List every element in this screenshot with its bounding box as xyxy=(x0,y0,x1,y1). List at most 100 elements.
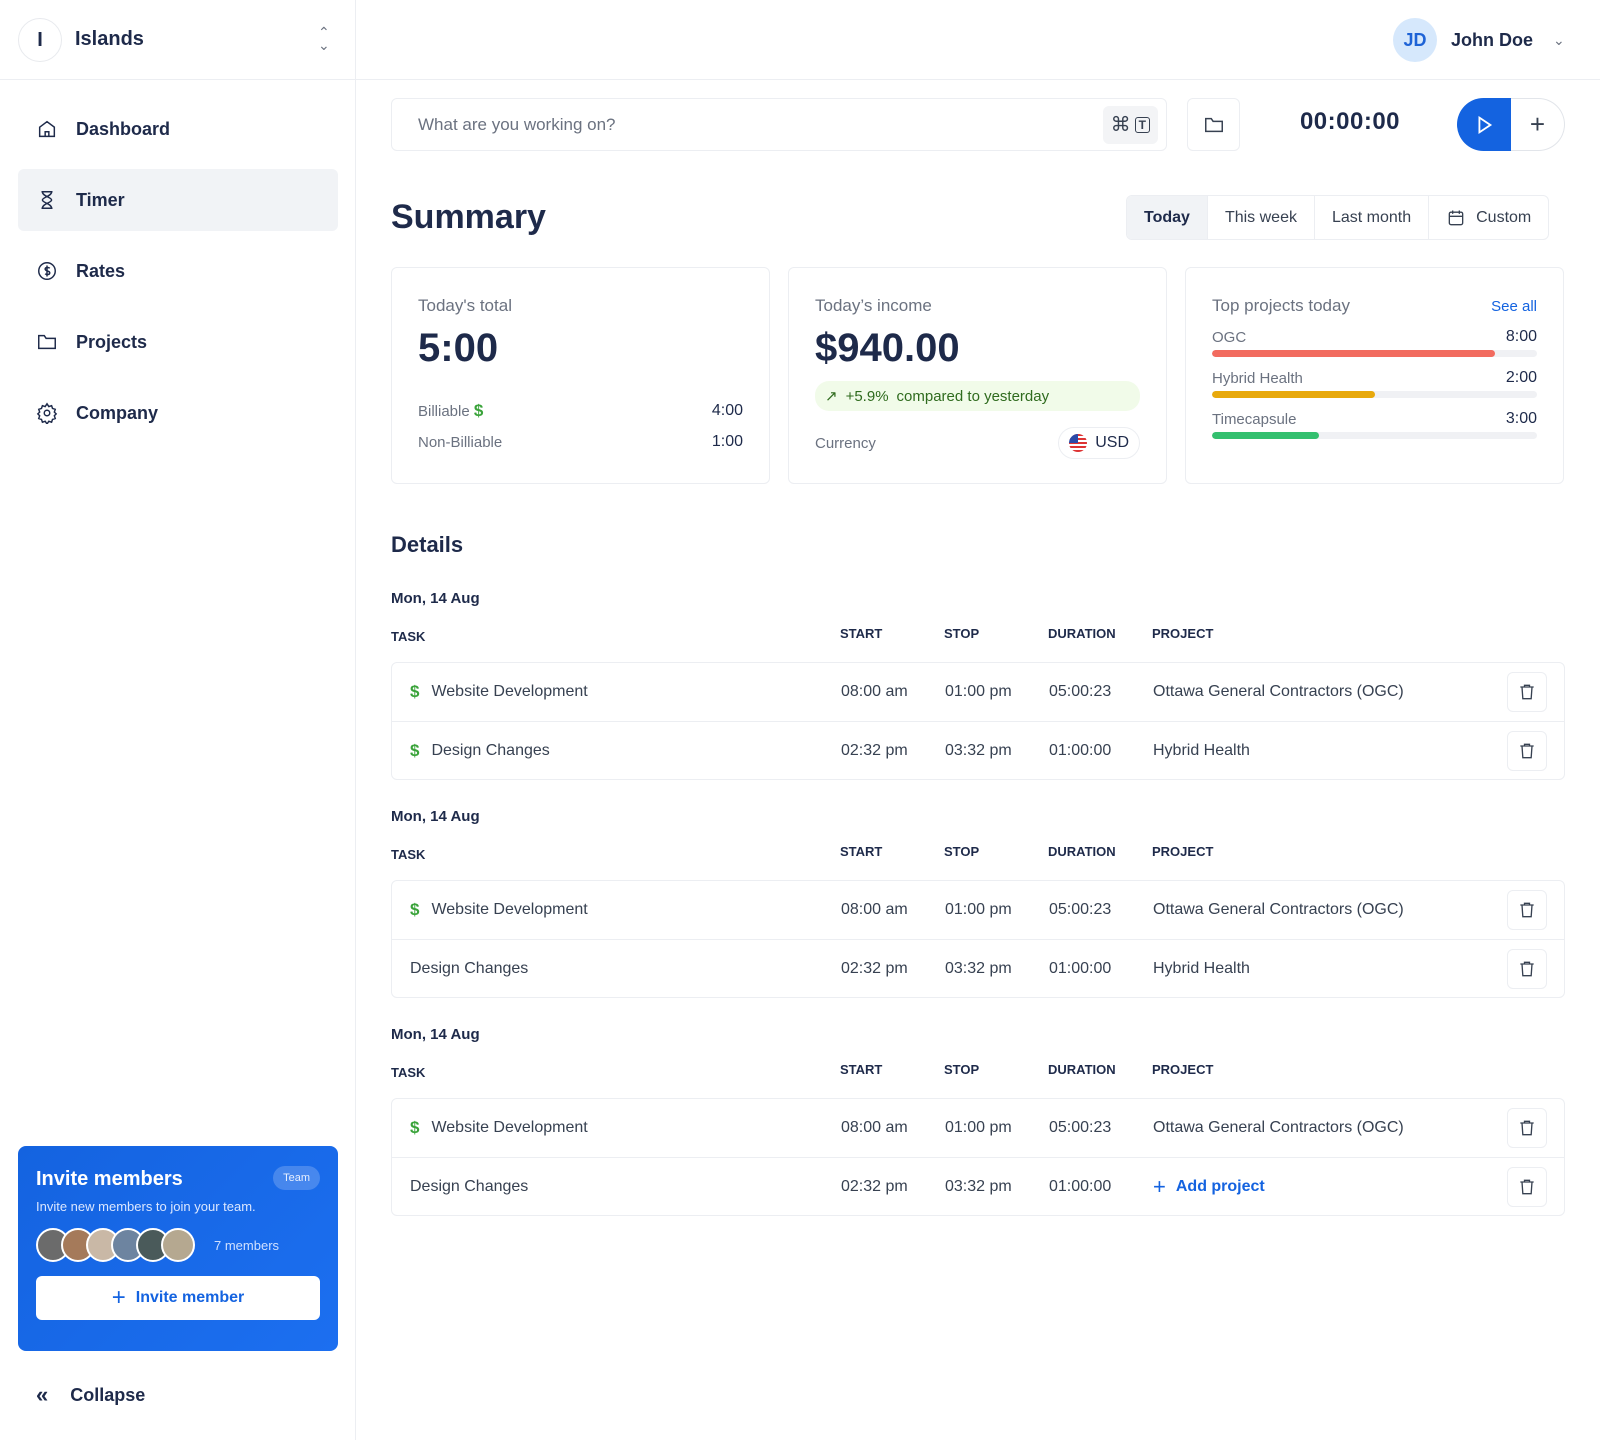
delete-button[interactable] xyxy=(1507,948,1547,989)
avatar xyxy=(161,1228,195,1262)
group-date: Mon, 14 Aug xyxy=(391,590,480,607)
card-label: Today’s income xyxy=(815,296,932,315)
currency-select[interactable]: USD xyxy=(1058,427,1140,459)
entry-group: Mon, 14 Aug TASK START STOP DURATION PROJECT $… xyxy=(391,1026,1565,1216)
header-project: PROJECT xyxy=(1152,1062,1214,1077)
duration: 05:00:23 xyxy=(1049,901,1112,918)
income-trend: ↗ +5.9% compared to yesterday xyxy=(815,381,1140,411)
total-value: 5:00 xyxy=(418,326,499,370)
group-date: Mon, 14 Aug xyxy=(391,808,480,825)
tab-custom[interactable]: Custom xyxy=(1428,196,1548,239)
entries-table: $ Website Development 08:00 am 01:00 pm 05:0… xyxy=(391,662,1565,780)
change-percent: +5.9% xyxy=(845,387,889,405)
start-time: 08:00 am xyxy=(841,1119,908,1136)
date-range-tabs: Today This week Last month Custom xyxy=(1126,195,1550,240)
delete-button[interactable] xyxy=(1507,730,1547,771)
sidebar-item-label: Dashboard xyxy=(76,118,171,139)
team-badge: Team xyxy=(273,1166,320,1190)
t-key-icon: T xyxy=(1134,116,1150,133)
tab-this-week[interactable]: This week xyxy=(1206,196,1314,239)
stop-time: 03:32 pm xyxy=(945,741,1012,759)
workspace-logo[interactable]: I xyxy=(18,18,62,62)
table-row[interactable]: $ Website Development 08:00 am 01:00 pm 05:0… xyxy=(392,663,1564,721)
workspace-name[interactable]: Islands xyxy=(75,28,144,50)
project-name: Hybrid Health xyxy=(1212,369,1303,387)
entry-group: Mon, 14 Aug TASK START STOP DURATION PROJECT $… xyxy=(391,808,1565,998)
start-time: 08:00 am xyxy=(841,683,908,700)
sidebar-item-projects[interactable]: Projects xyxy=(18,311,338,373)
table-row[interactable]: $ Design Changes 02:32 pm 03:32 pm 01:00:00 H… xyxy=(392,721,1564,779)
collapse-button[interactable]: « Collapse xyxy=(36,1382,145,1408)
add-project-button[interactable]: + Add project xyxy=(1153,1174,1507,1200)
add-project-label: Add project xyxy=(1175,1177,1265,1195)
chevron-up-down-icon[interactable]: ⌃ ⌄ xyxy=(318,24,330,53)
project-progress: OGC 8:00 xyxy=(1212,328,1537,357)
delete-button[interactable] xyxy=(1507,1108,1547,1148)
play-icon xyxy=(1478,115,1493,134)
trash-icon xyxy=(1520,1179,1534,1194)
sidebar-item-company[interactable]: Company xyxy=(18,382,338,444)
table-header: TASK START STOP DURATION PROJECT xyxy=(391,626,1565,646)
stop-time: 01:00 pm xyxy=(945,901,1012,918)
see-all-link[interactable]: See all xyxy=(1491,297,1537,315)
duration: 05:00:23 xyxy=(1049,1119,1112,1136)
project-name: Ottawa General Contractors (OGC) xyxy=(1153,901,1404,918)
table-row[interactable]: $ Website Development 08:00 am 01:00 pm 05:0… xyxy=(392,1099,1564,1157)
currency-label: Currency xyxy=(815,434,876,452)
delete-button[interactable] xyxy=(1507,1166,1547,1207)
delete-button[interactable] xyxy=(1507,890,1547,930)
plus-icon: + xyxy=(1153,1173,1166,1199)
progress-bar xyxy=(1212,432,1537,439)
timer-display: 00:00:00 xyxy=(1299,108,1401,135)
start-timer-button[interactable] xyxy=(1457,98,1511,151)
trash-icon xyxy=(1520,1120,1534,1136)
trash-icon xyxy=(1520,743,1534,758)
task-name: Website Development xyxy=(431,901,588,918)
task-name: Website Development xyxy=(431,1119,588,1136)
project-progress: Hybrid Health 2:00 xyxy=(1212,369,1537,398)
sidebar-item-label: Rates xyxy=(76,260,126,281)
sidebar-item-label: Projects xyxy=(76,331,148,352)
todays-total-card: Today's total 5:00 Billiable $4:00 Non-B… xyxy=(391,267,770,484)
header-task: TASK xyxy=(391,1064,426,1080)
start-time: 02:32 pm xyxy=(841,959,908,977)
header-task: TASK xyxy=(391,846,426,862)
delete-button[interactable] xyxy=(1507,672,1547,712)
stop-time: 03:32 pm xyxy=(945,1177,1012,1195)
table-header: TASK START STOP DURATION PROJECT xyxy=(391,1062,1565,1082)
sidebar-item-dashboard[interactable]: Dashboard xyxy=(18,98,338,160)
stop-time: 03:32 pm xyxy=(945,959,1012,977)
project-select-button[interactable] xyxy=(1187,98,1240,151)
folder-icon xyxy=(38,334,56,350)
invite-member-button[interactable]: + Invite member xyxy=(36,1276,320,1320)
table-row[interactable]: $ Website Development 08:00 am 01:00 pm 05:0… xyxy=(392,881,1564,939)
avatar: JD xyxy=(1393,18,1437,62)
table-row[interactable]: Design Changes 02:32 pm 03:32 pm 01:00:00 + A… xyxy=(392,1157,1564,1215)
shortcut-hint: ⌘ T xyxy=(1102,105,1158,144)
billable-dollar-icon: $ xyxy=(410,682,420,701)
header-duration: DURATION xyxy=(1048,1062,1116,1077)
trash-icon xyxy=(1520,684,1534,700)
table-row[interactable]: Design Changes 02:32 pm 03:32 pm 01:00:00 Hy… xyxy=(392,939,1564,997)
tab-today[interactable]: Today xyxy=(1127,196,1207,239)
sidebar-item-label: Timer xyxy=(76,189,125,210)
plus-icon: + xyxy=(1529,109,1546,139)
tab-last-month[interactable]: Last month xyxy=(1313,196,1428,239)
sidebar-item-label: Company xyxy=(76,402,159,423)
project-name: Hybrid Health xyxy=(1153,959,1250,977)
task-name: Design Changes xyxy=(410,1177,529,1195)
billable-value: 4:00 xyxy=(711,402,743,419)
user-menu[interactable]: JD John Doe ⌄ xyxy=(1393,18,1565,62)
sidebar-item-timer[interactable]: Timer xyxy=(18,169,338,231)
start-time: 02:32 pm xyxy=(841,741,908,759)
duration: 01:00:00 xyxy=(1049,1177,1112,1195)
task-input-container: ⌘T xyxy=(391,98,1167,151)
add-entry-button[interactable]: + xyxy=(1511,98,1565,151)
task-input[interactable] xyxy=(418,114,1103,135)
user-name: John Doe xyxy=(1451,29,1534,50)
header-stop: STOP xyxy=(944,1062,980,1077)
stop-time: 01:00 pm xyxy=(945,683,1012,700)
billable-dollar-icon: $ xyxy=(410,740,420,760)
home-icon xyxy=(38,120,56,138)
sidebar-item-rates[interactable]: Rates xyxy=(18,240,338,302)
